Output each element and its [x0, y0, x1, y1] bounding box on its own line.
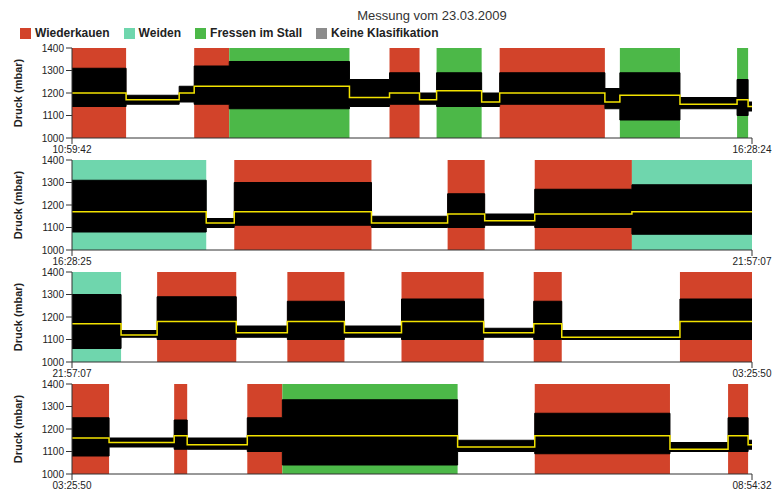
svg-text:08:54:32: 08:54:32	[733, 480, 772, 490]
svg-text:21:57:07: 21:57:07	[733, 256, 772, 266]
svg-text:21:57:07: 21:57:07	[53, 368, 92, 378]
html-text:Weiden: Weiden	[138, 26, 181, 40]
svg-text:1200: 1200	[42, 424, 65, 435]
svg-text:1400: 1400	[42, 43, 65, 54]
svg-text:1300: 1300	[42, 401, 65, 412]
svg-text:10:59:42: 10:59:42	[53, 144, 92, 154]
svg-text:16:28:25: 16:28:25	[53, 256, 92, 266]
svg-text:1300: 1300	[42, 289, 65, 300]
svg-text:1100: 1100	[42, 446, 64, 457]
svg-text:03:25:50: 03:25:50	[733, 368, 772, 378]
svg-text:1100: 1100	[42, 110, 64, 121]
svg-text:03:25:50: 03:25:50	[53, 480, 92, 490]
svg-text:1200: 1200	[42, 88, 65, 99]
html-text:Keine Klasifikation: Keine Klasifikation	[331, 26, 439, 40]
svg-text:1000: 1000	[42, 133, 65, 144]
svg-text:16:28:24: 16:28:24	[733, 144, 772, 154]
html-text:Wiederkauen: Wiederkauen	[35, 26, 110, 40]
svg-text:1000: 1000	[42, 245, 65, 256]
svg-text:1000: 1000	[42, 469, 65, 480]
html-text:Fressen im Stall: Fressen im Stall	[210, 26, 303, 40]
html-text:Messung vom 23.03.2009: Messung vom 23.03.2009	[357, 8, 507, 23]
svg-text:1300: 1300	[42, 65, 65, 76]
svg-text:Druck (mbar): Druck (mbar)	[12, 394, 24, 463]
svg-text:1000: 1000	[42, 357, 65, 368]
svg-text:Druck (mbar): Druck (mbar)	[12, 58, 24, 127]
svg-text:1100: 1100	[42, 222, 64, 233]
svg-text:Druck (mbar): Druck (mbar)	[12, 170, 24, 239]
svg-text:1300: 1300	[42, 177, 65, 188]
svg-text:1200: 1200	[42, 312, 65, 323]
svg-text:1100: 1100	[42, 334, 64, 345]
svg-text:1200: 1200	[42, 200, 65, 211]
svg-text:1400: 1400	[42, 267, 65, 278]
svg-text:Druck (mbar): Druck (mbar)	[12, 282, 24, 351]
svg-text:1400: 1400	[42, 379, 65, 390]
svg-text:1400: 1400	[42, 155, 65, 166]
